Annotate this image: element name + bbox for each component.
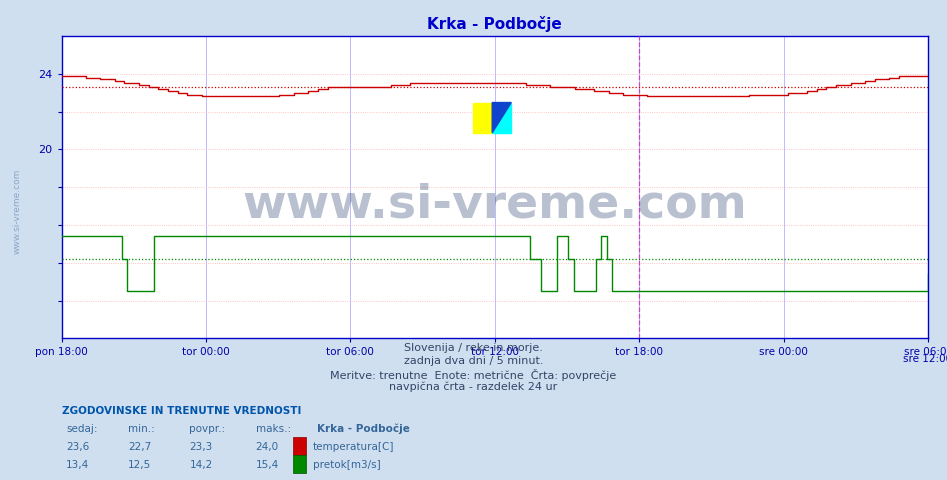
Text: temperatura[C]: temperatura[C] xyxy=(313,442,394,452)
Text: maks.:: maks.: xyxy=(256,424,291,434)
Text: 23,3: 23,3 xyxy=(189,442,213,452)
Polygon shape xyxy=(492,103,511,133)
Text: www.si-vreme.com: www.si-vreme.com xyxy=(12,168,22,254)
Text: navpična črta - razdelek 24 ur: navpična črta - razdelek 24 ur xyxy=(389,381,558,392)
Text: ZGODOVINSKE IN TRENUTNE VREDNOSTI: ZGODOVINSKE IN TRENUTNE VREDNOSTI xyxy=(62,406,301,416)
Text: sedaj:: sedaj: xyxy=(66,424,98,434)
Text: 23,6: 23,6 xyxy=(66,442,90,452)
Title: Krka - Podbočje: Krka - Podbočje xyxy=(427,16,563,32)
Text: 12,5: 12,5 xyxy=(128,460,152,470)
Text: Slovenija / reke in morje.: Slovenija / reke in morje. xyxy=(404,343,543,353)
Text: 14,2: 14,2 xyxy=(189,460,213,470)
Text: povpr.:: povpr.: xyxy=(189,424,225,434)
Text: Krka - Podbočje: Krka - Podbočje xyxy=(317,424,410,434)
Text: www.si-vreme.com: www.si-vreme.com xyxy=(242,183,747,228)
Text: 22,7: 22,7 xyxy=(128,442,152,452)
Text: min.:: min.: xyxy=(128,424,154,434)
Text: 13,4: 13,4 xyxy=(66,460,90,470)
Text: sre 12:00: sre 12:00 xyxy=(903,354,947,363)
Text: zadnja dva dni / 5 minut.: zadnja dva dni / 5 minut. xyxy=(403,356,544,366)
Text: pretok[m3/s]: pretok[m3/s] xyxy=(313,460,381,470)
Text: 24,0: 24,0 xyxy=(256,442,278,452)
Text: Meritve: trenutne  Enote: metrične  Črta: povprečje: Meritve: trenutne Enote: metrične Črta: … xyxy=(331,369,616,381)
Text: 15,4: 15,4 xyxy=(256,460,279,470)
Polygon shape xyxy=(492,103,511,133)
Bar xyxy=(474,103,492,133)
